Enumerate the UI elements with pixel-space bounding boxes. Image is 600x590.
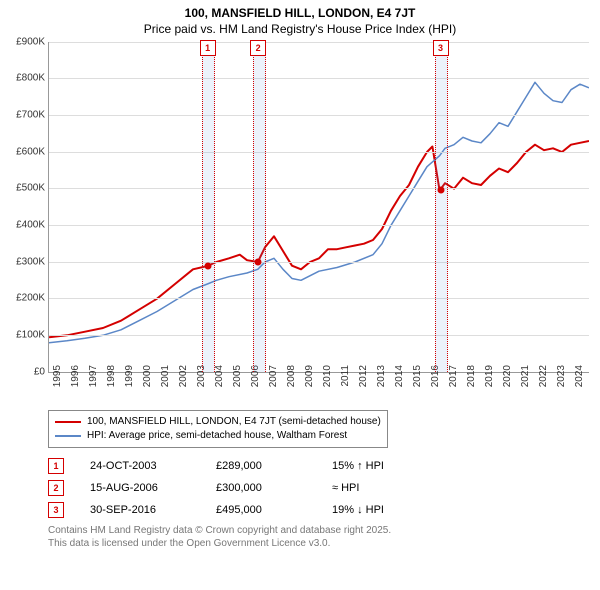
gridline [49,335,589,336]
event-row-marker: 3 [48,502,64,518]
footer-attribution: Contains HM Land Registry data © Crown c… [48,524,590,550]
y-tick-label: £300K [11,256,45,267]
x-tick-label: 2005 [232,365,243,387]
event-row: 1 24-OCT-2003 £289,000 15% ↑ HPI [48,458,590,474]
event-dot [255,258,262,265]
x-tick-label: 2007 [268,365,279,387]
x-tick-label: 2020 [502,365,513,387]
event-marker-box: 3 [433,40,449,56]
event-band [202,42,215,372]
x-tick-label: 2001 [160,365,171,387]
x-tick-label: 1998 [106,365,117,387]
x-tick-label: 2009 [304,365,315,387]
x-tick-label: 2023 [556,365,567,387]
x-tick-label: 2021 [520,365,531,387]
footer-line-1: Contains HM Land Registry data © Crown c… [48,524,590,537]
x-tick-label: 2002 [178,365,189,387]
x-tick-label: 2010 [322,365,333,387]
x-tick-label: 2022 [538,365,549,387]
y-tick-label: £500K [11,183,45,194]
gridline [49,78,589,79]
event-marker-box: 2 [250,40,266,56]
event-row-date: 30-SEP-2016 [90,504,190,516]
y-tick-label: £700K [11,109,45,120]
footer-line-2: This data is licensed under the Open Gov… [48,537,590,550]
y-tick-label: £100K [11,329,45,340]
event-dot [204,262,211,269]
x-tick-label: 2011 [340,365,351,387]
series-line-property [49,141,589,337]
gridline [49,42,589,43]
y-tick-label: £600K [11,146,45,157]
gridline [49,152,589,153]
event-row-price: £300,000 [216,482,306,494]
legend-label: HPI: Average price, semi-detached house,… [87,429,347,443]
event-row-price: £495,000 [216,504,306,516]
chart-lines [49,42,589,372]
x-tick-label: 2018 [466,365,477,387]
y-tick-label: £200K [11,293,45,304]
legend: 100, MANSFIELD HILL, LONDON, E4 7JT (sem… [48,410,388,448]
event-row: 3 30-SEP-2016 £495,000 19% ↓ HPI [48,502,590,518]
x-tick-label: 2012 [358,365,369,387]
legend-item: HPI: Average price, semi-detached house,… [55,429,381,443]
x-tick-label: 2004 [214,365,225,387]
gridline [49,115,589,116]
event-row: 2 15-AUG-2006 £300,000 ≈ HPI [48,480,590,496]
event-marker-box: 1 [200,40,216,56]
event-row-date: 24-OCT-2003 [90,460,190,472]
plot-area: £0£100K£200K£300K£400K£500K£600K£700K£80… [48,42,589,373]
event-row-marker: 1 [48,458,64,474]
gridline [49,262,589,263]
event-band [435,42,448,372]
x-tick-label: 2008 [286,365,297,387]
y-tick-label: £400K [11,219,45,230]
event-row-price: £289,000 [216,460,306,472]
x-tick-label: 2019 [484,365,495,387]
event-band [253,42,266,372]
x-tick-label: 1995 [52,365,63,387]
legend-label: 100, MANSFIELD HILL, LONDON, E4 7JT (sem… [87,415,381,429]
chart-area: £0 £100K £200K £300K £400K £500K £600K £700K £80… [10,38,592,408]
legend-swatch [55,421,81,423]
x-tick-label: 1999 [124,365,135,387]
event-row-date: 15-AUG-2006 [90,482,190,494]
gridline [49,188,589,189]
x-tick-label: 2000 [142,365,153,387]
event-row-marker: 2 [48,480,64,496]
event-row-delta: ≈ HPI [332,482,359,494]
event-dot [437,187,444,194]
x-tick-label: 2015 [412,365,423,387]
gridline [49,298,589,299]
y-tick-label: £800K [11,73,45,84]
x-tick-label: 1997 [88,365,99,387]
legend-item: 100, MANSFIELD HILL, LONDON, E4 7JT (sem… [55,415,381,429]
x-tick-label: 2024 [574,365,585,387]
event-row-delta: 15% ↑ HPI [332,460,384,472]
chart-container: 100, MANSFIELD HILL, LONDON, E4 7JT Pric… [0,0,600,590]
event-row-delta: 19% ↓ HPI [332,504,384,516]
x-tick-label: 2013 [376,365,387,387]
chart-subtitle: Price paid vs. HM Land Registry's House … [0,22,600,38]
series-line-hpi [49,82,589,342]
gridline [49,225,589,226]
x-tick-label: 1996 [70,365,81,387]
x-tick-label: 2014 [394,365,405,387]
events-table: 1 24-OCT-2003 £289,000 15% ↑ HPI 2 15-AUG-200… [48,458,590,518]
x-tick-label: 2017 [448,365,459,387]
y-tick-label: £900K [11,36,45,47]
y-tick-label: £0 [11,366,45,377]
legend-swatch [55,435,81,437]
chart-title: 100, MANSFIELD HILL, LONDON, E4 7JT [0,0,600,22]
